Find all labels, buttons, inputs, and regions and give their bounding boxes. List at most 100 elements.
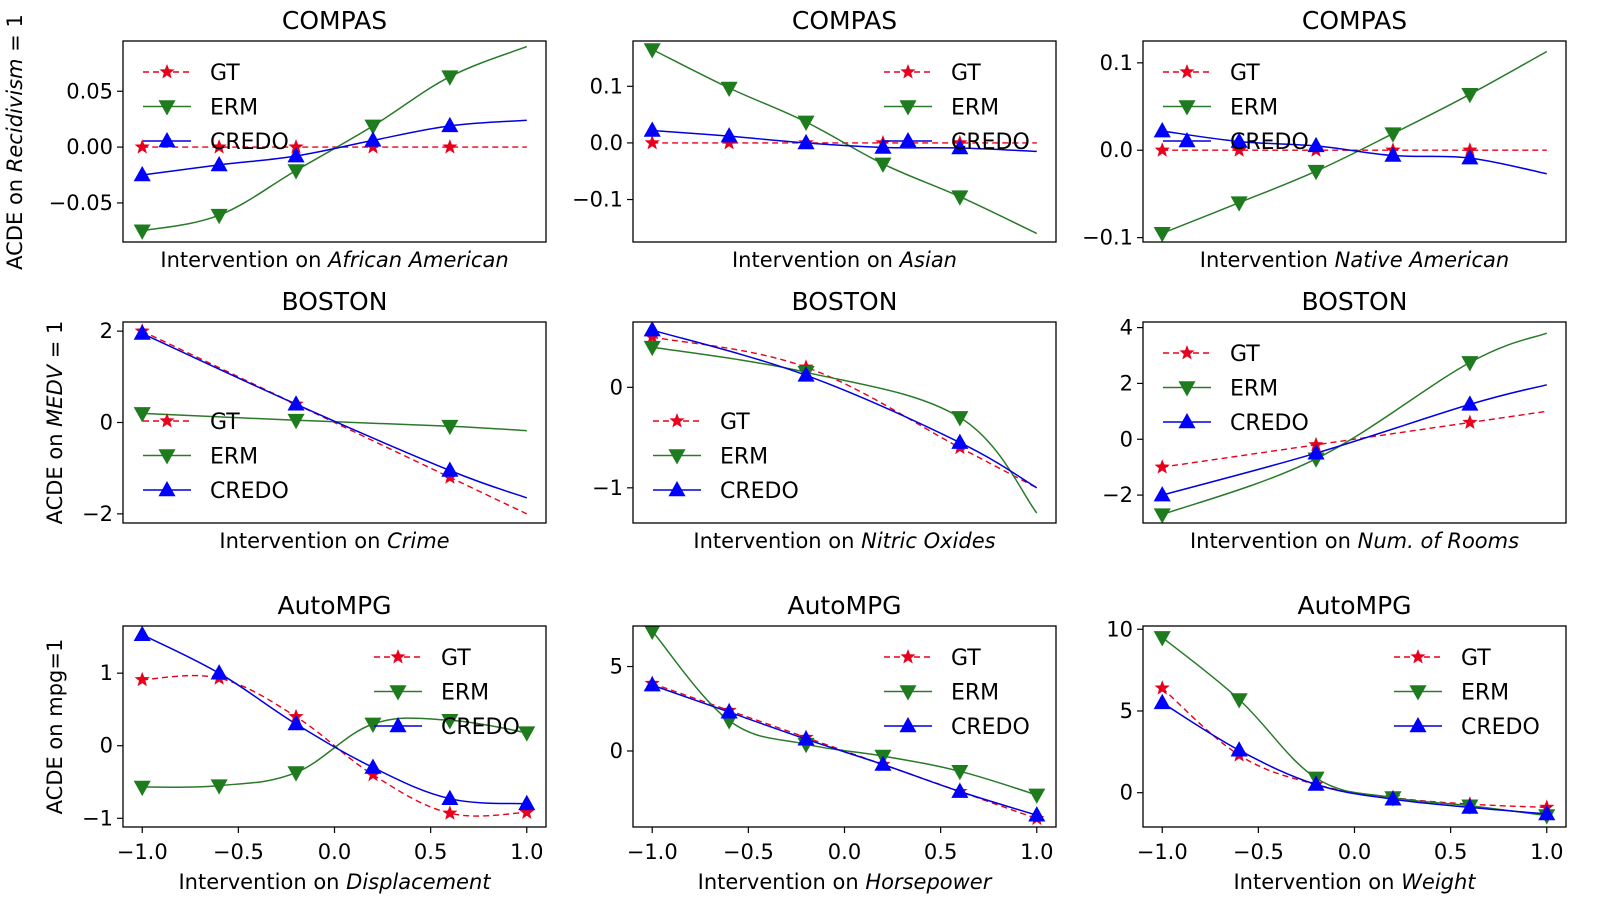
data-point-erm — [951, 411, 969, 427]
data-point-credo — [951, 433, 969, 449]
subplot-4: BOSTON −2 0 2 Intervention on Crime ACDE on M… — [43, 287, 547, 553]
legend-marker-erm — [1409, 685, 1427, 701]
legend-label: CREDO — [720, 479, 799, 504]
y-tick-label: −0.1 — [1082, 226, 1133, 250]
data-point-credo — [133, 626, 151, 642]
data-point-credo — [643, 121, 661, 137]
data-point-gt — [1154, 680, 1170, 695]
series-erm — [1153, 332, 1548, 523]
y-tick-label: −0.05 — [49, 191, 113, 215]
data-point-erm — [874, 157, 892, 173]
data-point-erm — [643, 340, 661, 357]
data-point-erm — [364, 119, 382, 135]
series-credo — [1153, 122, 1547, 175]
series-line-erm — [1161, 50, 1548, 234]
data-point-credo — [441, 789, 459, 806]
x-tick-label: 1.0 — [1530, 840, 1563, 864]
data-point-credo — [210, 664, 228, 680]
subplot-title: AutoMPG — [277, 591, 391, 620]
data-point-credo — [874, 755, 892, 771]
y-tick-label: 0.0 — [1100, 138, 1133, 162]
data-point-credo — [133, 166, 151, 182]
series-erm — [133, 45, 528, 240]
data-point-credo — [1461, 798, 1479, 814]
x-tick-label: 1.0 — [1020, 840, 1053, 864]
legend-marker-credo — [899, 717, 917, 733]
y-tick-label: 0 — [1120, 781, 1133, 805]
data-point-credo — [1153, 486, 1171, 502]
legend-label: CREDO — [1461, 715, 1540, 740]
series-line-credo — [142, 119, 527, 176]
x-tick-label: −0.5 — [213, 840, 264, 864]
legend-label: ERM — [720, 445, 768, 470]
data-point-gt — [1462, 414, 1478, 429]
legend-label: ERM — [1230, 377, 1278, 402]
data-point-credo — [210, 155, 228, 172]
x-tick-label: 0.5 — [1434, 840, 1467, 864]
legend-label: ERM — [951, 681, 999, 706]
series-erm — [133, 407, 527, 436]
plot-area — [1153, 332, 1548, 523]
data-point-credo — [1307, 444, 1325, 460]
data-point-credo — [287, 395, 305, 411]
legend-label: GT — [1461, 646, 1491, 671]
axes-frame — [1142, 625, 1567, 828]
x-tick-label: 0.5 — [414, 840, 447, 864]
series-line-erm — [142, 45, 528, 232]
legend-marker-erm — [389, 685, 407, 701]
y-axis-label: ACDE on MEDV = 1 — [43, 321, 67, 525]
legend-label: CREDO — [951, 130, 1030, 155]
y-tick-label: −1 — [592, 476, 623, 500]
data-point-credo — [287, 147, 305, 163]
data-point-gt — [644, 134, 660, 150]
legend-label: ERM — [1461, 681, 1509, 706]
axes-frame — [122, 321, 547, 524]
data-point-gt — [442, 805, 458, 820]
subplot-1: COMPAS −0.05 0.00 0.05 Intervention on Afric… — [3, 6, 547, 272]
data-point-credo — [720, 703, 738, 719]
subplot-title: COMPAS — [1302, 6, 1407, 35]
legend-marker-gt — [390, 649, 406, 664]
data-point-credo — [1307, 136, 1325, 153]
legend: GT ERM CREDO — [1163, 342, 1309, 436]
legend-label: GT — [951, 61, 981, 86]
legend-marker-erm — [899, 100, 917, 116]
series-line-gt — [1161, 687, 1547, 809]
subplot-3: COMPAS −0.1 0.0 0.1 Intervention Native Amer… — [1082, 6, 1567, 272]
data-point-gt — [365, 766, 381, 782]
x-tick-label: −1.0 — [117, 840, 168, 864]
legend-label: GT — [210, 410, 240, 435]
legend-label: GT — [1230, 342, 1260, 367]
subplot-title: COMPAS — [792, 6, 897, 35]
data-point-erm — [441, 419, 459, 436]
series-erm — [643, 340, 1038, 514]
series-line-credo — [141, 332, 528, 499]
axes-frame — [1142, 321, 1567, 524]
series-credo — [643, 121, 1037, 155]
data-point-credo — [287, 714, 305, 731]
data-point-erm — [210, 779, 228, 795]
data-point-gt — [134, 671, 150, 687]
subplot-title: AutoMPG — [787, 591, 901, 620]
axes-frame — [632, 321, 1057, 524]
x-axis-label: Intervention on African American — [160, 248, 508, 272]
series-credo — [1153, 384, 1547, 502]
x-axis-label: Intervention on Num. of Rooms — [1190, 529, 1519, 553]
subplot-title: AutoMPG — [1297, 591, 1411, 620]
legend: GT ERM CREDO — [884, 646, 1030, 740]
data-point-erm — [210, 208, 228, 225]
legend-label: GT — [441, 646, 471, 671]
x-tick-label: −1.0 — [627, 840, 678, 864]
x-axis-label: Intervention on Asian — [732, 248, 957, 272]
legend-label: CREDO — [441, 715, 520, 740]
y-tick-label: 0 — [1120, 427, 1133, 451]
subplot-title: BOSTON — [282, 287, 388, 316]
data-point-gt — [288, 139, 304, 154]
data-point-credo — [1307, 775, 1325, 791]
legend-marker-gt — [900, 64, 916, 79]
series-line-credo — [1162, 384, 1547, 496]
data-point-erm — [1307, 164, 1325, 181]
legend-marker-credo — [389, 717, 407, 733]
subplot-title: COMPAS — [282, 6, 387, 35]
y-tick-label: −2 — [1102, 483, 1133, 507]
